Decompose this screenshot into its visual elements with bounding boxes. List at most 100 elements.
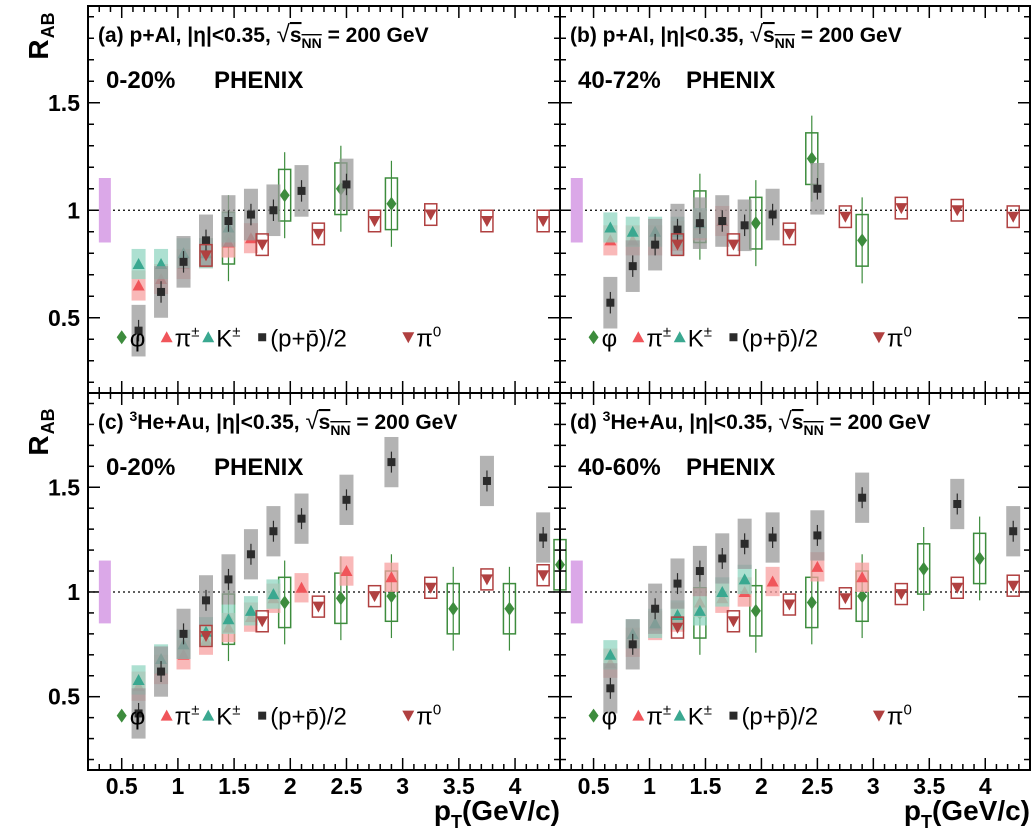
systematic-box [536,563,550,587]
experiment-label: PHENIX [214,67,303,94]
data-point [727,239,740,251]
data-point [387,458,396,467]
data-point [951,582,964,594]
data-point [224,575,233,584]
series-proton [131,436,551,739]
data-point [269,206,278,215]
y-tick-label: 1.5 [48,474,80,500]
data-point [134,326,143,335]
data-point [951,205,964,217]
x-tick-label: 1.5 [689,773,721,799]
data-point [157,667,166,676]
systematic-box [480,209,494,233]
legend-label-proton: (p+p̄)/2 [270,704,347,731]
legend-label-phi: φ [602,325,618,352]
series-pi0 [670,574,1020,639]
data-point [368,216,381,227]
legend-label-proton: (p+p̄)/2 [741,325,818,352]
y-tick-label: 1.5 [48,90,80,116]
x-tick-label: 1 [172,773,185,799]
legend-marker-phi [116,708,127,723]
data-point [604,221,617,233]
data-point [244,604,257,616]
legend-label-pi-pm: π± [175,702,200,731]
systematic-box [536,209,550,233]
data-point [448,601,459,616]
systematic-box [726,610,741,633]
data-point [974,551,985,566]
x-tick-label: 3.5 [913,773,945,799]
data-point [312,228,325,240]
panel-header: (c) 3He+Au, |η|<0.35, √sNN = 200 GeV [98,408,457,438]
panel-d: 0.5 1 1.5 2 2.5 3 3.5 4 (d) 3He+Au, |η|<0.35, √s… [559,392,1031,799]
data-point [813,531,822,540]
data-point [651,240,660,249]
data-point [297,186,306,195]
legend: φ π± K± (p+p̄)/2 π0 [588,702,912,731]
data-point [157,287,166,296]
data-point [727,616,740,628]
data-point [246,210,255,219]
data-point [342,495,351,504]
data-point [740,539,749,548]
data-point [606,684,615,693]
systematic-box [670,616,685,639]
panel-b: (b) p+Al, |η|<0.35, √sNN = 200 GeV 40-72%… [559,5,1031,394]
data-point [673,225,682,234]
systematic-box [424,576,438,600]
y-tick-label: 0.5 [48,684,80,710]
data-point [386,196,397,211]
data-point [606,298,615,307]
systematic-box [950,576,965,600]
centrality-label: 40-72% [578,67,661,94]
systematic-box [894,582,909,606]
data-point [813,184,822,193]
y-axis-title-top: RAB [23,12,58,59]
legend-marker-k-pm [673,331,686,343]
data-point [671,622,684,634]
legend-marker-pi-pm [632,709,645,721]
data-point [200,250,212,262]
x-axis-title-left: pT(GeV/c) [434,795,560,832]
systematic-box [424,203,438,227]
legend-label-k-pm: K± [688,702,712,731]
data-point [858,493,867,502]
series-proton [603,162,825,329]
systematic-box [255,610,269,633]
data-point [839,593,852,605]
data-point [750,603,761,618]
systematic-box [838,587,853,610]
legend-label-pi-pm: π± [175,323,200,352]
systematic-box [782,222,797,246]
data-point [386,589,397,604]
data-point [693,604,706,616]
data-point [628,262,637,271]
data-point [132,279,145,291]
x-tick-label: 3.5 [443,773,475,799]
y-tick-label: 0.5 [48,305,80,331]
data-point [918,561,929,576]
data-point [856,571,869,583]
legend-label-pi0: π0 [416,323,441,352]
systematic-box [670,233,685,257]
series-pi-pm [603,552,870,678]
data-point [768,210,777,219]
legend-marker-k-pm [673,709,686,721]
legend-label-phi: φ [130,704,146,731]
legend-marker-pi0 [402,332,415,344]
data-point [202,236,210,245]
data-point [539,533,548,542]
data-point [202,596,210,605]
legend-label-pi-pm: π± [646,323,671,352]
legend-marker-proton [729,333,738,342]
x-tick-label: 1.5 [218,773,250,799]
data-point [279,188,290,203]
systematic-box [1006,205,1020,229]
normalization-uncertainty-box [570,560,583,624]
data-point [766,575,779,587]
legend-marker-k-pm [202,709,215,721]
legend: φ π± K± (p+p̄)/2 π0 [116,702,441,731]
data-point [256,616,269,628]
data-point [750,216,761,231]
x-tick-label: 0.5 [106,773,138,799]
